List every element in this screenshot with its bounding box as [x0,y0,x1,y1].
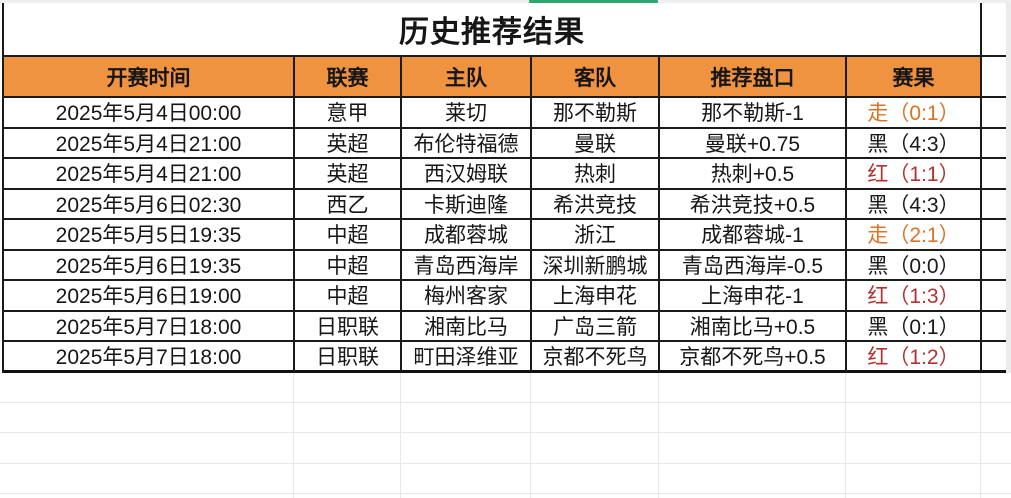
cell-side[interactable] [982,98,1008,129]
cell-home[interactable]: 青岛西海岸 [402,250,532,281]
cell-league[interactable]: 日职联 [295,342,402,373]
cell-home[interactable]: 莱切 [402,98,532,129]
cell-time[interactable]: 2025年5月7日18:00 [4,342,295,373]
cell-home[interactable]: 町田泽维亚 [402,342,532,373]
header-side-cell[interactable] [982,57,1008,98]
cell-result[interactable]: 红（1:1） [847,159,982,190]
cell-league[interactable]: 意甲 [295,98,402,129]
cell-handicap[interactable]: 那不勒斯-1 [660,98,847,129]
page-title[interactable]: 历史推荐结果 [4,3,982,57]
gridline [530,373,531,498]
cell-away[interactable]: 深圳新鹏城 [532,250,660,281]
gridline [400,373,401,498]
cell-time[interactable]: 2025年5月4日00:00 [4,98,295,129]
cell-home[interactable]: 西汉姆联 [402,159,532,190]
cell-handicap[interactable]: 湘南比马+0.5 [660,311,847,342]
sheet-edge-strip [1006,3,1011,373]
cell-league[interactable]: 日职联 [295,311,402,342]
cell-away[interactable]: 浙江 [532,220,660,251]
cell-handicap[interactable]: 成都蓉城-1 [660,220,847,251]
cell-time[interactable]: 2025年5月4日21:00 [4,159,295,190]
cell-side[interactable] [982,311,1008,342]
cell-time[interactable]: 2025年5月5日19:35 [4,220,295,251]
cell-away[interactable]: 广岛三箭 [532,311,660,342]
gridline [0,432,1011,433]
cell-handicap[interactable]: 曼联+0.75 [660,128,847,159]
gridline [845,373,846,498]
cell-league[interactable]: 中超 [295,220,402,251]
cell-side[interactable] [982,342,1008,373]
cell-time[interactable]: 2025年5月7日18:00 [4,311,295,342]
cell-result[interactable]: 黑（4:3） [847,189,982,220]
cell-league[interactable]: 中超 [295,281,402,312]
title-side-cell[interactable] [982,3,1008,57]
gridline [980,373,981,498]
cell-home[interactable]: 卡斯迪隆 [402,189,532,220]
cell-time[interactable]: 2025年5月4日21:00 [4,128,295,159]
cell-result[interactable]: 红（1:2） [847,342,982,373]
gridline [0,463,1011,464]
column-header-result[interactable]: 赛果 [847,57,982,98]
column-header-time[interactable]: 开赛时间 [4,57,295,98]
cell-result[interactable]: 走（2:1） [847,220,982,251]
cell-league[interactable]: 英超 [295,128,402,159]
cell-side[interactable] [982,159,1008,190]
gridline [293,373,294,498]
column-header-handicap[interactable]: 推荐盘口 [660,57,847,98]
cell-away[interactable]: 上海申花 [532,281,660,312]
cell-side[interactable] [982,250,1008,281]
column-header-home[interactable]: 主队 [402,57,532,98]
cell-handicap[interactable]: 上海申花-1 [660,281,847,312]
gridline [658,373,659,498]
cell-away[interactable]: 京都不死鸟 [532,342,660,373]
cell-time[interactable]: 2025年5月6日02:30 [4,189,295,220]
results-table: 历史推荐结果 开赛时间 联赛 主队 客队 推荐盘口 赛果 2025年5月4日00… [2,3,1008,373]
cell-away[interactable]: 希洪竞技 [532,189,660,220]
cell-away[interactable]: 那不勒斯 [532,98,660,129]
cell-home[interactable]: 湘南比马 [402,311,532,342]
cell-result[interactable]: 黑（0:1） [847,311,982,342]
cell-side[interactable] [982,189,1008,220]
cell-side[interactable] [982,220,1008,251]
cell-league[interactable]: 中超 [295,250,402,281]
cell-home[interactable]: 布伦特福德 [402,128,532,159]
gridline [0,493,1011,494]
cell-time[interactable]: 2025年5月6日19:00 [4,281,295,312]
cell-side[interactable] [982,128,1008,159]
gridline [0,402,1011,403]
cell-time[interactable]: 2025年5月6日19:35 [4,250,295,281]
selection-indicator [529,0,658,3]
cell-result[interactable]: 黑（4:3） [847,128,982,159]
cell-handicap[interactable]: 希洪竞技+0.5 [660,189,847,220]
cell-home[interactable]: 成都蓉城 [402,220,532,251]
cell-result[interactable]: 黑（0:0） [847,250,982,281]
cell-home[interactable]: 梅州客家 [402,281,532,312]
cell-handicap[interactable]: 京都不死鸟+0.5 [660,342,847,373]
cell-result[interactable]: 走（0:1） [847,98,982,129]
cell-result[interactable]: 红（1:3） [847,281,982,312]
column-header-league[interactable]: 联赛 [295,57,402,98]
cell-handicap[interactable]: 青岛西海岸-0.5 [660,250,847,281]
cell-league[interactable]: 英超 [295,159,402,190]
partial-row-above [0,0,1011,3]
cell-away[interactable]: 曼联 [532,128,660,159]
cell-handicap[interactable]: 热刺+0.5 [660,159,847,190]
cell-away[interactable]: 热刺 [532,159,660,190]
cell-side[interactable] [982,281,1008,312]
column-header-away[interactable]: 客队 [532,57,660,98]
cell-league[interactable]: 西乙 [295,189,402,220]
